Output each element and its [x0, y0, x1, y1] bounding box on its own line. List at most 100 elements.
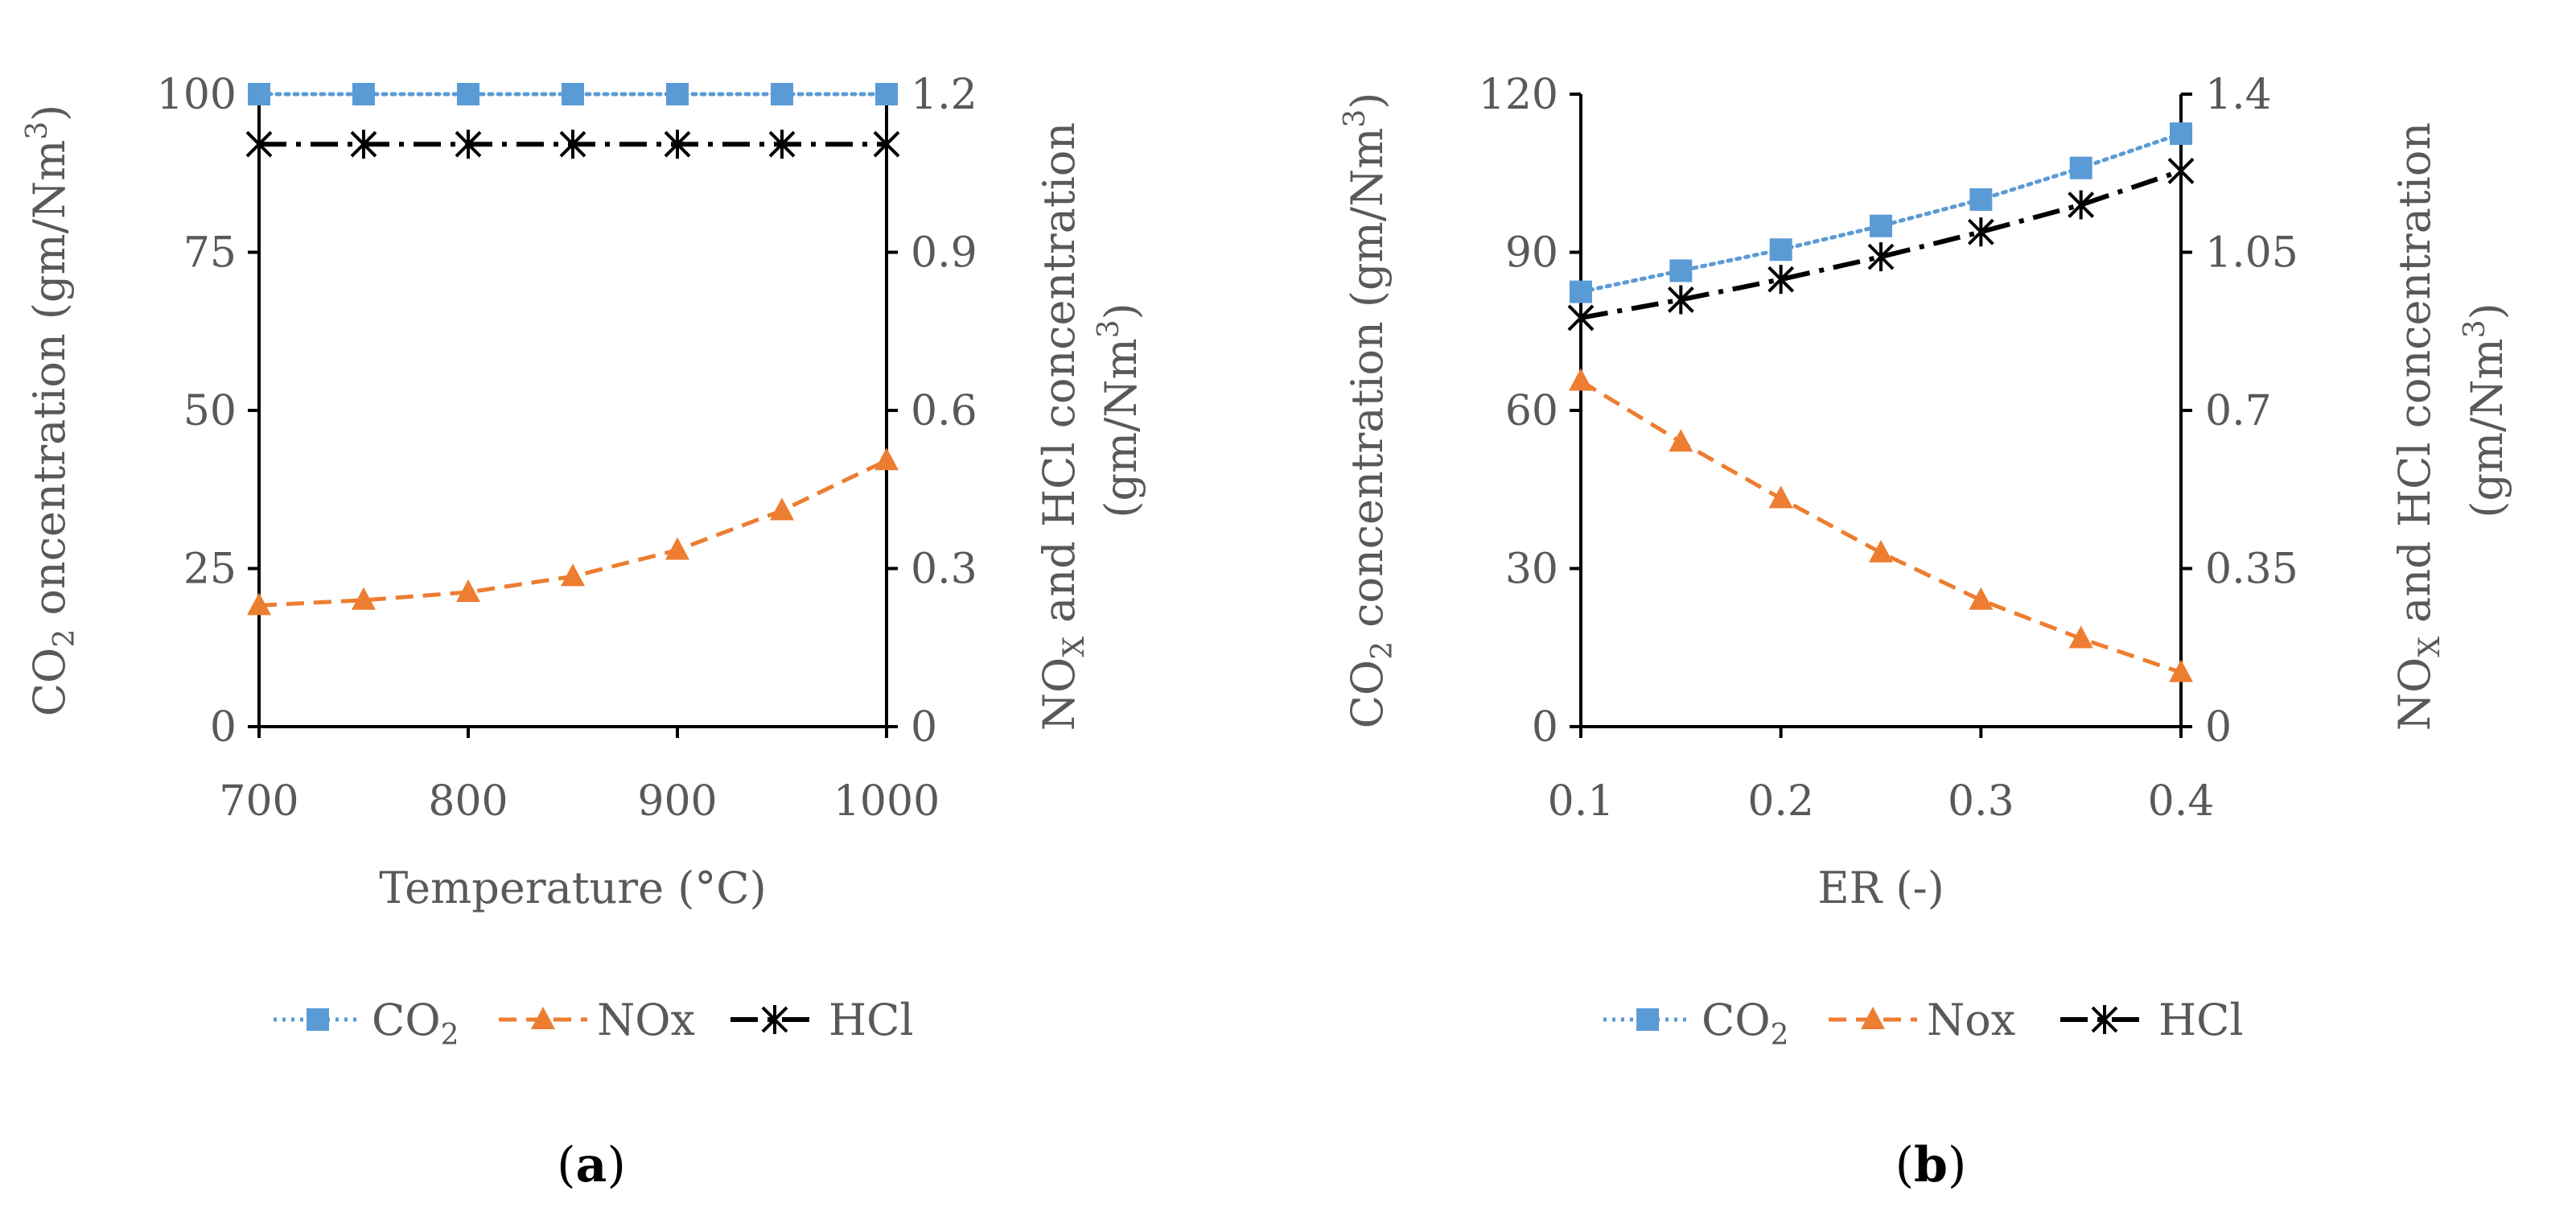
panel-label-letter: b	[1914, 1137, 1948, 1193]
data-point-nox	[1969, 587, 1994, 610]
legend-item-nox: NOx	[499, 995, 695, 1045]
legend-label-main: Nox	[1927, 995, 2015, 1045]
legend-swatch-marker	[531, 1007, 555, 1029]
left-y-tick-label: 120	[1479, 71, 1558, 119]
left-y-tick-label: 30	[1505, 546, 1558, 594]
data-point-nox	[456, 579, 480, 602]
data-point-hcl	[455, 130, 482, 159]
ylabel-main: NO	[2389, 657, 2440, 731]
ylabel-subscript: X	[1058, 637, 1091, 657]
data-point-co2	[771, 83, 793, 105]
left-y-tick-label: 50	[183, 387, 237, 435]
data-point-nox	[2068, 625, 2093, 649]
legend: CO2 Nox HCl	[1603, 995, 2244, 1052]
right-y-axis-title-line2: (gm/Nm3)	[1093, 303, 1146, 517]
ylabel-superscript: 3	[1339, 109, 1372, 128]
right-y-tick-label: 1.05	[2205, 229, 2298, 278]
legend-label-subscript: 2	[441, 1019, 459, 1052]
data-point-nox	[1569, 368, 1593, 391]
legend-label-main: HCl	[829, 995, 914, 1045]
legend-label: NOx	[597, 995, 695, 1045]
x-tick-label: 900	[637, 777, 717, 826]
panel-label-paren: (	[1895, 1137, 1914, 1193]
legend-label: CO2	[372, 995, 459, 1052]
data-point-co2	[1769, 238, 1792, 262]
data-point-hcl	[1767, 265, 1795, 295]
legend-label-main: HCl	[2158, 995, 2244, 1045]
data-point-hcl	[1567, 303, 1595, 332]
legend-swatch-marker	[761, 1005, 788, 1034]
legend-label-subscript: 2	[1771, 1019, 1789, 1052]
legend-label-main: CO	[372, 995, 441, 1045]
right-y-tick-label: 0	[911, 703, 937, 752]
x-axis-title: ER (-)	[1817, 863, 1944, 913]
data-point-co2	[562, 83, 584, 105]
ylabel-subscript: X	[2413, 637, 2446, 657]
ylabel-close: )	[24, 105, 75, 122]
data-point-nox	[2169, 659, 2193, 682]
panel-label-paren: )	[607, 1137, 625, 1193]
x-tick-label: 0.1	[1548, 777, 1615, 826]
ylabel-rest: oncentration (gm/Nm	[24, 140, 75, 629]
data-point-nox	[352, 587, 376, 610]
data-point-hcl	[245, 130, 273, 159]
data-point-nox	[561, 563, 585, 587]
data-point-hcl	[1667, 285, 1694, 315]
right-y-axis-title-line2: (gm/Nm3)	[2459, 303, 2512, 517]
data-point-hcl	[664, 130, 691, 159]
data-point-hcl	[768, 130, 796, 159]
legend-swatch-marker	[1636, 1008, 1659, 1031]
legend-label: Nox	[1927, 995, 2015, 1045]
data-point-nox	[874, 447, 899, 471]
x-tick-label: 0.3	[1948, 777, 2014, 826]
series-co2	[248, 83, 898, 105]
series-nox	[247, 447, 899, 616]
series-hcl	[245, 130, 900, 159]
left-y-axis-title: CO2 oncentration (gm/Nm3)	[21, 105, 81, 717]
data-point-hcl	[1967, 217, 1994, 247]
data-point-co2	[1969, 188, 1993, 211]
legend-item-co2: CO2	[274, 995, 459, 1052]
data-point-nox	[665, 537, 689, 560]
left-y-tick-label: 75	[183, 229, 237, 278]
data-point-hcl	[350, 130, 377, 159]
legend: CO2 NOx HCl	[274, 995, 914, 1052]
left-y-tick-label: 0	[1532, 703, 1558, 752]
ylabel-main: CO	[1342, 660, 1393, 729]
ylabel-rest: concentration (gm/Nm	[1342, 128, 1393, 641]
left-y-axis-title: CO2 concentration (gm/Nm3)	[1339, 93, 1399, 729]
panel-label: (a)	[557, 1137, 626, 1193]
data-point-nox	[1768, 485, 1793, 509]
right-y-tick-label: 0.7	[2205, 387, 2272, 435]
data-point-hcl	[2167, 156, 2195, 186]
legend-label: CO2	[1702, 995, 1789, 1052]
left-y-tick-label: 0	[210, 703, 237, 752]
chart-panel-b: 0 30 60 90 120 0 0.35 0.7 1.05 1.4 0.1 0.2 0.3 0.4 ER …	[1339, 71, 2512, 1193]
ylabel-superscript: 3	[1093, 319, 1125, 338]
x-axis-title: Temperature (°C)	[379, 863, 766, 913]
panel-label-letter: a	[576, 1137, 607, 1193]
legend-item-nox: Nox	[1829, 995, 2015, 1045]
panel-label: (b)	[1895, 1137, 1967, 1193]
ylabel-main: (gm/Nm	[1096, 338, 1146, 518]
data-point-hcl	[873, 130, 900, 159]
panel-label-paren: )	[1948, 1137, 1966, 1193]
ylabel-close: )	[1096, 303, 1146, 319]
data-point-co2	[666, 83, 689, 105]
data-point-nox	[1669, 429, 1693, 452]
ylabel-subscript: 2	[48, 629, 81, 648]
data-point-hcl	[1867, 242, 1895, 272]
left-y-tick-label: 100	[157, 71, 237, 119]
panel-label-paren: (	[557, 1137, 575, 1193]
data-point-co2	[1870, 214, 1892, 237]
series-line-nox	[1579, 379, 2182, 674]
x-tick-label: 700	[219, 777, 298, 826]
legend-swatch-marker	[2091, 1005, 2118, 1034]
left-y-tick-label: 60	[1505, 387, 1558, 435]
right-y-tick-label: 0	[2205, 703, 2232, 752]
data-point-nox	[1869, 539, 1893, 562]
right-y-tick-label: 0.9	[911, 229, 977, 278]
series-nox	[1569, 368, 2193, 682]
ylabel-main: NO	[1034, 657, 1084, 731]
